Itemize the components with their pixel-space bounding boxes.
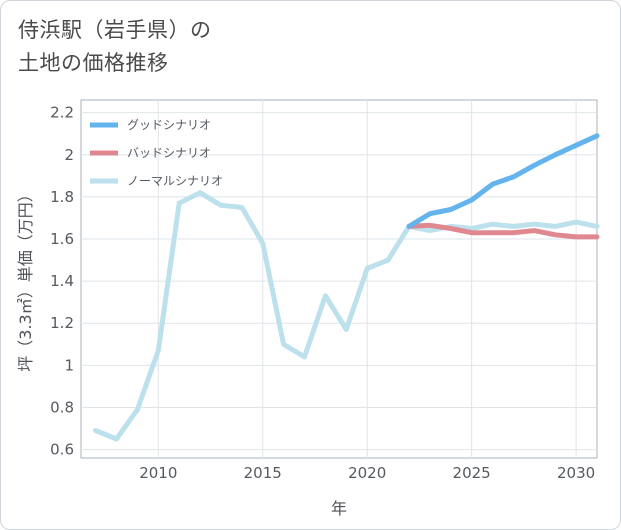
y-tick-label: 1.2 bbox=[50, 314, 74, 332]
x-tick-label: 2020 bbox=[348, 464, 386, 482]
y-tick-label: 1.6 bbox=[50, 230, 74, 248]
series-line-good bbox=[406, 133, 600, 229]
x-tick-label: 2010 bbox=[139, 464, 177, 482]
title-line-1: 侍浜駅（岩手県）の bbox=[18, 18, 212, 42]
y-tick-label: 0.6 bbox=[50, 441, 74, 459]
x-axis-label: 年 bbox=[331, 499, 347, 518]
y-tick-label: 2 bbox=[64, 146, 74, 164]
gridlines bbox=[81, 100, 597, 458]
y-tick-labels: 0.6 0.8 1 1.2 1.4 1.6 1.8 2 2.2 bbox=[50, 104, 74, 459]
legend-label: グッドシナリオ bbox=[127, 118, 211, 132]
x-tick-label: 2015 bbox=[244, 464, 282, 482]
y-axis-label: 坪（3.3㎡）単価（万円） bbox=[16, 186, 35, 371]
series-lines bbox=[93, 133, 600, 442]
y-tick-label: 1.8 bbox=[50, 188, 74, 206]
x-tick-label: 2030 bbox=[557, 464, 595, 482]
x-tick-label: 2025 bbox=[453, 464, 491, 482]
x-tick-labels: 2010 2015 2020 2025 2030 bbox=[139, 464, 595, 482]
chart-title: 侍浜駅（岩手県）の 土地の価格推移 bbox=[18, 14, 212, 80]
y-tick-label: 0.8 bbox=[50, 398, 74, 416]
series-line-bad bbox=[406, 222, 600, 240]
series-line-normal bbox=[93, 190, 600, 442]
title-line-2: 土地の価格推移 bbox=[18, 51, 169, 75]
legend-label: ノーマルシナリオ bbox=[127, 174, 223, 188]
legend-label: バッドシナリオ bbox=[127, 146, 211, 160]
y-tick-label: 2.2 bbox=[50, 104, 74, 122]
y-tick-label: 1 bbox=[64, 356, 74, 374]
y-tick-label: 1.4 bbox=[50, 272, 74, 290]
